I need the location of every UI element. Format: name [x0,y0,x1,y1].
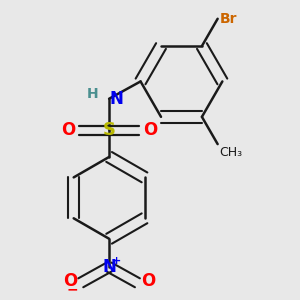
Text: N: N [102,258,116,276]
Text: O: O [61,121,75,139]
Text: −: − [67,283,78,297]
Text: O: O [141,272,155,290]
Text: S: S [103,121,116,139]
Text: CH₃: CH₃ [219,146,242,159]
Text: +: + [112,256,122,266]
Text: O: O [63,272,77,290]
Text: O: O [143,121,157,139]
Text: H: H [86,87,98,101]
Text: N: N [110,90,124,108]
Text: Br: Br [220,12,238,26]
